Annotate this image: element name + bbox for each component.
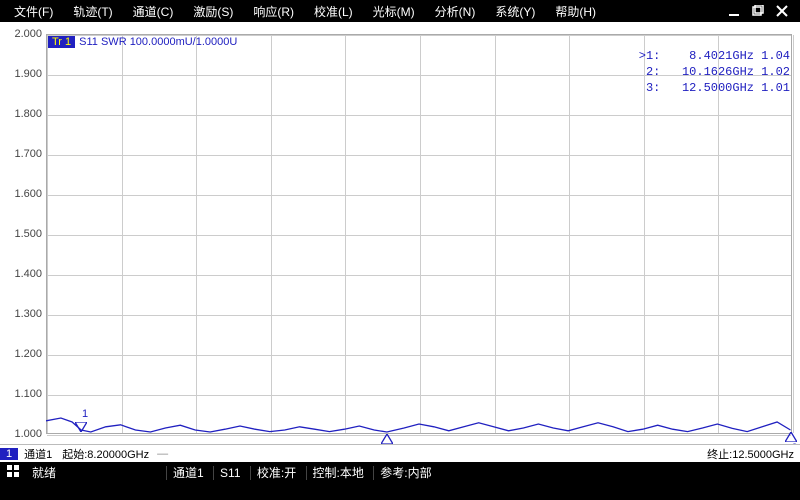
y-tick-label: 1.800 <box>14 108 42 120</box>
menu-item[interactable]: 轨迹(T) <box>63 3 122 20</box>
y-tick-label: 1.100 <box>14 388 42 400</box>
menu-item[interactable]: 通道(C) <box>123 3 184 20</box>
status-cal: 校准:开 <box>250 466 302 480</box>
app-grip-icon[interactable] <box>0 464 28 480</box>
line-symbol: — <box>157 448 168 460</box>
status-ctrl: 控制:本地 <box>306 466 370 480</box>
status-fields: 通道1 S11 校准:开 控制:本地 参考:内部 <box>166 464 438 481</box>
marker-readout: >1: 8.4021GHz 1.04 2: 10.1626GHz 1.02 3:… <box>639 48 790 97</box>
maximize-button[interactable] <box>750 3 766 19</box>
menu-item[interactable]: 校准(L) <box>304 3 363 20</box>
menu-item[interactable]: 激励(S) <box>183 3 243 20</box>
y-tick-label: 1.200 <box>14 348 42 360</box>
y-tick-label: 1.600 <box>14 188 42 200</box>
menu-item[interactable]: 系统(Y) <box>485 3 545 20</box>
plot-footer: 1 通道1 起始:8.20000GHz — 终止:12.5000GHz <box>0 444 800 462</box>
y-tick-label: 2.000 <box>14 28 42 40</box>
stop-freq: 终止:12.5000GHz <box>707 446 794 462</box>
y-tick-label: 1.000 <box>14 428 42 440</box>
trace-desc: S11 SWR 100.0000mU/1.0000U <box>75 36 237 48</box>
channel-label: 通道1 <box>24 446 52 462</box>
menu-item[interactable]: 响应(R) <box>243 3 304 20</box>
trace-label: Tr 1S11 SWR 100.0000mU/1.0000U <box>48 36 237 48</box>
start-freq: 起始:8.20000GHz <box>62 446 149 462</box>
channel-badge: 1 <box>0 448 18 460</box>
plot-area[interactable]: 2.000 1.900 1.800 1.700 1.600 1.500 1.400 1.300… <box>0 22 800 462</box>
close-button[interactable] <box>774 3 790 19</box>
y-tick-label: 1.500 <box>14 228 42 240</box>
status-channel: 通道1 <box>166 466 210 480</box>
menu-item[interactable]: 光标(M) <box>363 3 425 20</box>
y-tick-label: 1.300 <box>14 308 42 320</box>
menu-item[interactable]: 文件(F) <box>4 3 63 20</box>
menu-item[interactable]: 分析(N) <box>425 3 486 20</box>
trace-id: Tr 1 <box>48 36 75 48</box>
menu-item[interactable]: 帮助(H) <box>545 3 606 20</box>
status-ready: 就绪 <box>28 464 66 481</box>
marker-1[interactable]: 1 <box>75 410 87 432</box>
menu-bar: 文件(F)轨迹(T)通道(C)激励(S)响应(R)校准(L)光标(M)分析(N)… <box>0 0 800 22</box>
y-tick-label: 1.700 <box>14 148 42 160</box>
y-tick-label: 1.900 <box>14 68 42 80</box>
minimize-button[interactable] <box>726 3 742 19</box>
status-bar: 就绪 通道1 S11 校准:开 控制:本地 参考:内部 <box>0 462 800 482</box>
y-tick-label: 1.400 <box>14 268 42 280</box>
status-ref: 参考:内部 <box>373 466 437 480</box>
status-param: S11 <box>213 466 246 480</box>
